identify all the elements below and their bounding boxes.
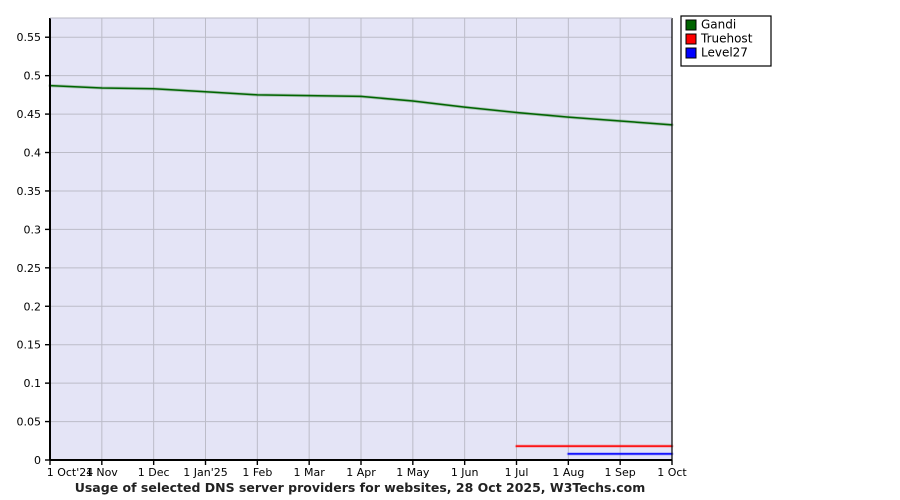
x-tick-label-2: 1 Dec bbox=[138, 466, 170, 479]
y-tick-label-10: 0.5 bbox=[24, 70, 42, 83]
x-axis-tick-labels: 1 Oct'241 Nov 1 Dec 1 Jan'25 1 Feb 1 Mar 1 Ap… bbox=[47, 466, 688, 479]
x-tick-label-12: 1 Oct bbox=[657, 466, 687, 479]
legend-label-gandi: Gandi bbox=[701, 18, 736, 32]
x-tick-label-5: 1 Mar bbox=[294, 466, 326, 479]
x-tick-label-11: 1 Sep bbox=[605, 466, 636, 479]
x-tick-label-1: 1 Nov bbox=[86, 466, 118, 479]
x-tick-label-8: 1 Jun bbox=[451, 466, 479, 479]
y-tick-label-4: 0.2 bbox=[24, 300, 42, 313]
y-tick-label-8: 0.4 bbox=[24, 147, 42, 160]
legend-swatch-level27 bbox=[685, 47, 697, 59]
x-tick-label-9: 1 Jul bbox=[505, 466, 529, 479]
y-tick-label-3: 0.15 bbox=[17, 339, 42, 352]
series-line-gandi bbox=[49, 84, 673, 126]
y-tick-label-9: 0.45 bbox=[17, 108, 42, 121]
y-tick-label-11: 0.55 bbox=[17, 31, 42, 44]
x-tick-label-3: 1 Jan'25 bbox=[183, 466, 227, 479]
legend-label-truehost: Truehost bbox=[700, 32, 753, 46]
legend-label-level27: Level27 bbox=[701, 46, 748, 60]
chart-caption: Usage of selected DNS server providers f… bbox=[75, 480, 646, 495]
y-tick-label-1: 0.05 bbox=[17, 416, 42, 429]
x-tick-label-6: 1 Apr bbox=[346, 466, 376, 479]
x-tick-label-0: 1 Oct'24 bbox=[47, 466, 94, 479]
legend-swatch-gandi bbox=[685, 19, 697, 31]
y-tick-label-0: 0 bbox=[34, 454, 41, 467]
x-tick-label-7: 1 May bbox=[396, 466, 430, 479]
y-tick-label-6: 0.3 bbox=[24, 223, 42, 236]
y-tick-label-5: 0.25 bbox=[17, 262, 42, 275]
x-tick-label-10: 1 Aug bbox=[552, 466, 584, 479]
y-tick-label-7: 0.35 bbox=[17, 185, 42, 198]
data-series-layer bbox=[48, 84, 674, 456]
legend-swatch-truehost bbox=[685, 33, 697, 45]
x-tick-label-4: 1 Feb bbox=[242, 466, 272, 479]
y-axis-tick-labels: 0 0.05 0.1 0.15 0.2 0.25 0.3 0.35 0.4 0.45 0.5 0.55 bbox=[17, 31, 42, 467]
y-tick-label-2: 0.1 bbox=[24, 377, 42, 390]
